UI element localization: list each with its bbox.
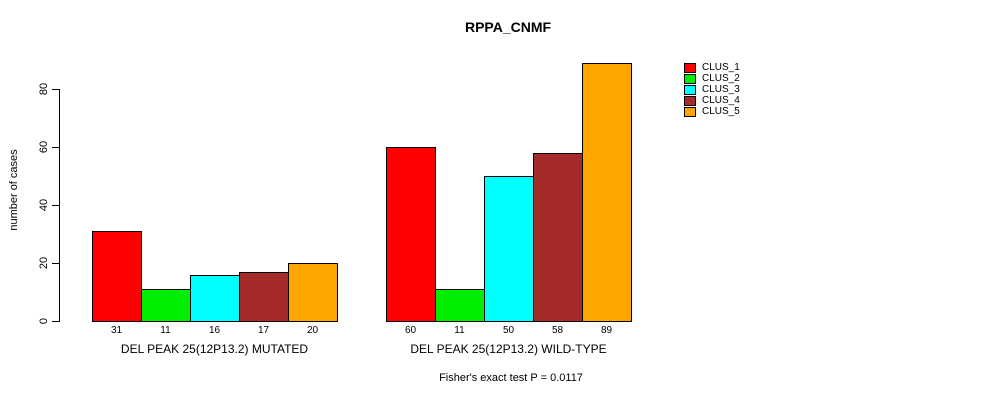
legend-item: CLUS_4: [684, 95, 740, 106]
bar-value-label: 58: [551, 325, 564, 336]
bar-value-label: 11: [454, 325, 465, 336]
y-tick-label: 0: [38, 317, 50, 325]
y-axis-title: number of cases: [8, 149, 20, 231]
bar-value-label: 16: [208, 325, 221, 336]
chart-title: RPPA_CNMF: [464, 19, 552, 35]
y-tick-mark: [52, 263, 59, 264]
group-label: DEL PEAK 25(12P13.2) MUTATED: [120, 342, 309, 356]
y-tick-label: 60: [38, 140, 50, 154]
bar-clus_4: [239, 272, 289, 322]
legend-swatch: [684, 73, 696, 84]
legend-label: CLUS_5: [702, 106, 740, 117]
bar-value-label: 17: [257, 325, 270, 336]
legend-label: CLUS_2: [702, 73, 740, 84]
legend: CLUS_1 CLUS_2 CLUS_3 CLUS_4 CLUS_5: [684, 62, 740, 117]
legend-swatch: [684, 62, 696, 73]
y-tick-label: 20: [38, 256, 50, 270]
y-tick-mark: [52, 205, 59, 206]
y-tick-mark: [52, 321, 59, 322]
legend-label: CLUS_4: [702, 95, 740, 106]
legend-swatch: [684, 106, 696, 117]
legend-swatch: [684, 84, 696, 95]
group-label: DEL PEAK 25(12P13.2) WILD-TYPE: [410, 342, 607, 356]
legend-swatch: [684, 95, 696, 106]
legend-label: CLUS_1: [702, 62, 740, 73]
bar-value-label: 31: [110, 325, 123, 336]
bar-clus_5: [582, 63, 632, 322]
bar-clus_2: [435, 289, 485, 322]
legend-label: CLUS_3: [702, 84, 740, 95]
y-tick-mark: [52, 147, 59, 148]
bar-clus_5: [288, 263, 338, 322]
legend-item: CLUS_1: [684, 62, 740, 73]
bar-value-label: 50: [502, 325, 515, 336]
bar-clus_1: [92, 231, 142, 322]
bar-clus_4: [533, 153, 583, 322]
bar-value-label: 89: [600, 325, 613, 336]
legend-item: CLUS_5: [684, 106, 740, 117]
bar-clus_2: [141, 289, 191, 322]
bar-value-label: 11: [160, 325, 171, 336]
bar-value-label: 60: [404, 325, 417, 336]
bar-clus_1: [386, 147, 436, 322]
legend-item: CLUS_3: [684, 84, 740, 95]
y-tick-mark: [52, 89, 59, 90]
bar-clus_3: [484, 176, 534, 322]
y-tick-label: 40: [38, 198, 50, 212]
bar-value-label: 20: [306, 325, 319, 336]
bar-clus_3: [190, 275, 240, 322]
annotation-text: Fisher's exact test P = 0.0117: [439, 372, 583, 384]
y-tick-label: 80: [38, 82, 50, 96]
legend-item: CLUS_2: [684, 73, 740, 84]
y-axis-line: [59, 89, 60, 322]
